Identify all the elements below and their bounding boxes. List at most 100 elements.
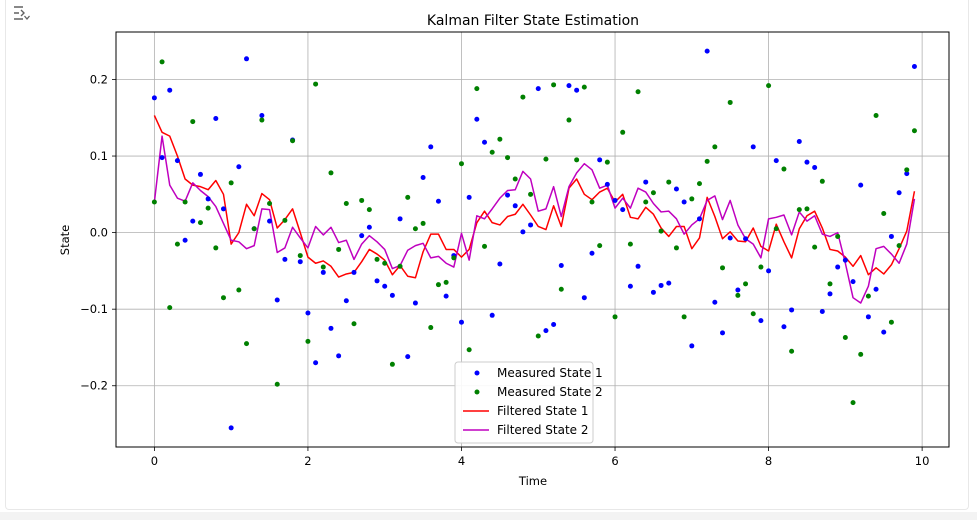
data-point-measured-1 [558,263,564,269]
data-point-measured-2 [182,199,188,205]
data-point-measured-1 [773,158,779,164]
data-point-measured-1 [819,308,825,314]
data-point-measured-2 [558,286,564,292]
data-point-measured-2 [566,117,572,123]
data-point-measured-1 [643,179,649,185]
output-collapse-icon[interactable] [12,4,30,22]
data-point-measured-2 [458,161,464,167]
data-point-measured-2 [351,321,357,327]
data-point-measured-2 [850,400,856,406]
data-point-measured-2 [796,207,802,213]
data-point-measured-1 [735,287,741,293]
x-tick-label: 10 [915,454,930,468]
data-point-measured-1 [458,319,464,325]
data-point-measured-2 [789,348,795,354]
ticks: 0 2 4 6 8 10 −0.2 −0.1 0.0 0.1 0.2 [80,72,929,468]
data-point-measured-1 [896,190,902,196]
data-point-measured-1 [174,158,180,164]
data-point-measured-1 [812,165,818,171]
data-point-measured-2 [297,253,303,259]
legend-entry-measured-2: Measured State 2 [474,385,603,399]
data-point-measured-2 [382,260,388,266]
legend-label-measured-2: Measured State 2 [497,385,603,399]
y-tick-label: 0.1 [90,149,108,163]
data-point-measured-1 [405,354,411,360]
legend-entry-filtered-2: Filtered State 2 [463,423,588,437]
data-point-measured-1 [343,298,349,304]
data-point-measured-1 [482,139,488,145]
data-point-measured-1 [505,192,511,198]
data-point-measured-2 [911,128,917,134]
data-point-measured-1 [673,186,679,192]
data-point-measured-1 [466,194,472,200]
data-point-measured-1 [650,289,656,295]
data-point-measured-2 [482,243,488,249]
data-point-measured-1 [881,329,887,335]
data-point-measured-2 [197,220,203,226]
data-point-measured-2 [781,166,787,172]
y-axis-label: State [58,225,72,255]
data-point-measured-2 [528,191,534,197]
data-point-measured-2 [720,265,726,271]
data-point-measured-2 [520,94,526,100]
data-point-measured-1 [282,256,288,262]
data-point-measured-2 [389,361,395,367]
y-tick-label: 0.2 [90,72,108,86]
data-point-measured-2 [236,287,242,293]
data-point-measured-2 [773,226,779,232]
data-point-measured-1 [781,324,787,330]
data-point-measured-2 [159,59,165,65]
data-point-measured-2 [643,199,649,205]
data-point-measured-2 [428,325,434,331]
data-point-measured-1 [689,343,695,349]
data-point-measured-2 [727,99,733,105]
data-point-measured-1 [274,297,280,303]
data-point-measured-1 [435,198,441,204]
data-point-measured-2 [696,181,702,187]
data-point-measured-2 [735,292,741,298]
y-tick-label: 0.0 [90,226,108,240]
data-point-measured-2 [290,138,296,144]
data-point-measured-2 [896,243,902,249]
data-point-measured-1 [566,83,572,89]
data-point-measured-2 [366,207,372,213]
data-point-measured-1 [397,216,403,222]
data-point-measured-2 [443,279,449,285]
data-point-measured-2 [589,199,595,205]
data-point-measured-1 [489,312,495,318]
data-point-measured-2 [282,217,288,223]
data-point-measured-1 [865,314,871,320]
data-point-measured-2 [743,281,749,287]
data-point-measured-2 [804,206,810,212]
data-point-measured-2 [328,170,334,176]
data-point-measured-1 [712,299,718,305]
data-point-measured-1 [743,236,749,242]
data-point-measured-2 [673,245,679,251]
data-point-measured-1 [727,235,733,241]
data-point-measured-2 [650,190,656,196]
data-point-measured-1 [336,353,342,359]
data-point-measured-1 [159,155,165,161]
data-point-measured-1 [420,174,426,180]
data-point-measured-2 [359,197,365,203]
data-point-measured-1 [305,310,311,316]
data-point-measured-2 [812,244,818,250]
data-point-measured-2 [750,311,756,317]
data-point-measured-1 [604,181,610,187]
data-point-measured-1 [581,295,587,301]
data-point-measured-2 [244,341,250,347]
x-tick-label: 6 [611,454,618,468]
data-point-measured-2 [228,180,234,186]
data-point-measured-2 [267,201,273,207]
data-point-measured-2 [835,233,841,239]
data-point-measured-1 [696,216,702,222]
legend-entry-measured-1: Measured State 1 [474,366,603,380]
data-point-measured-2 [512,176,518,182]
data-point-measured-1 [389,292,395,298]
data-point-measured-2 [313,81,319,87]
data-point-measured-1 [443,293,449,299]
data-point-measured-1 [888,233,894,239]
data-point-measured-1 [827,291,833,297]
data-point-measured-2 [167,305,173,311]
data-point-measured-1 [351,269,357,275]
